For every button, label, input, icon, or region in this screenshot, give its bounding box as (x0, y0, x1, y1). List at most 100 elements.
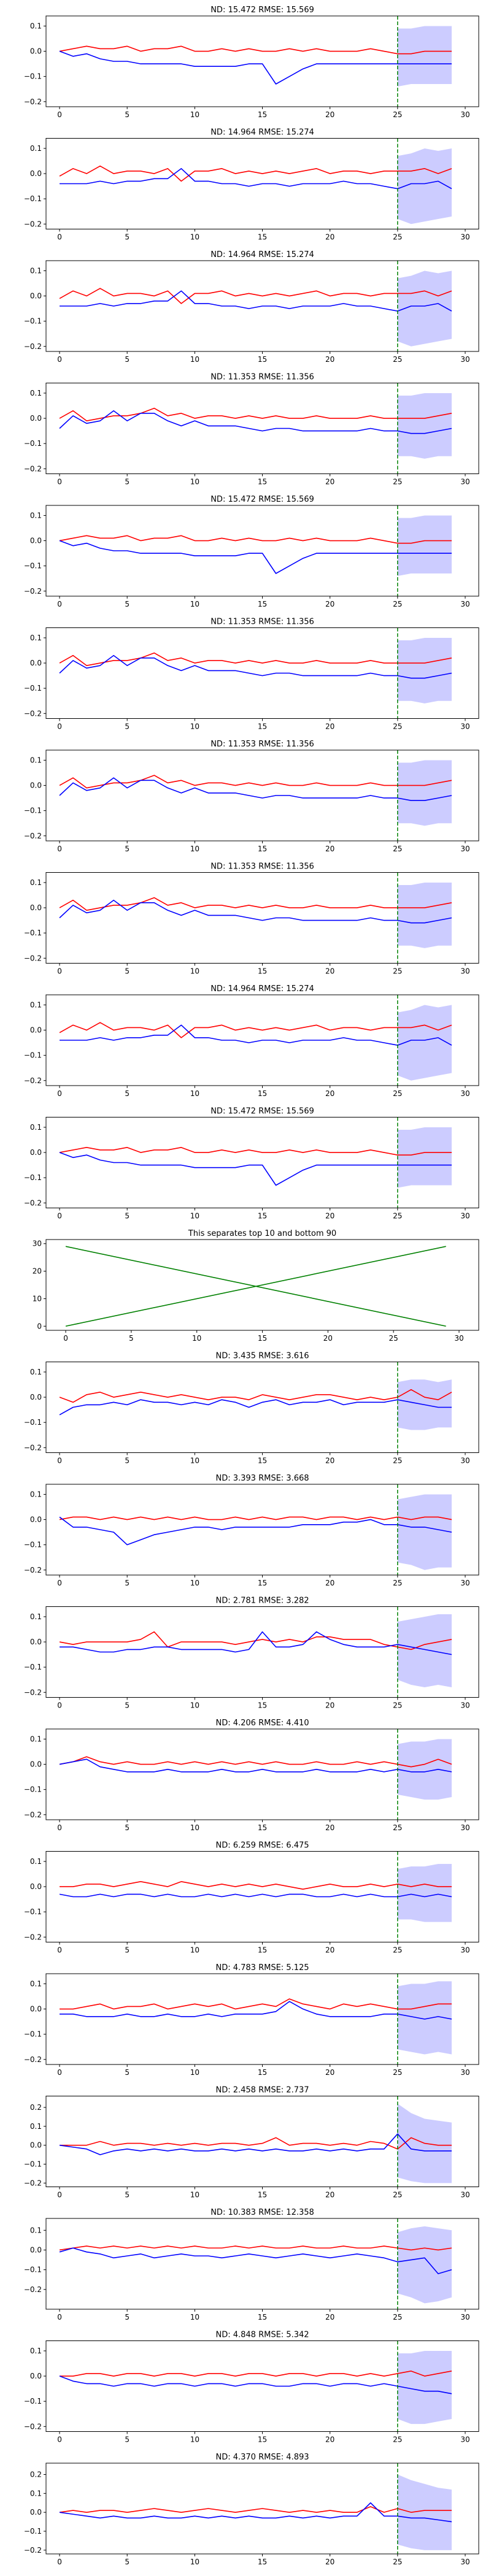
x-tick-label: 5 (125, 355, 130, 364)
x-tick-label: 0 (57, 967, 62, 976)
x-tick-label: 25 (393, 845, 402, 853)
y-tick-label: −0.2 (24, 587, 42, 596)
x-tick-label: 25 (393, 2313, 402, 2321)
y-tick-label: 30 (33, 1240, 42, 1248)
x-tick-label: 25 (393, 967, 402, 976)
y-tick-label: 0.0 (30, 1393, 42, 1401)
series-line-2 (59, 2133, 452, 2155)
y-tick-label: 0.1 (30, 756, 42, 764)
x-tick-label: 10 (190, 845, 199, 853)
x-tick-label: 20 (325, 355, 334, 364)
x-tick-label: 30 (460, 110, 470, 119)
panel-title: This separates top 10 and bottom 90 (188, 1229, 336, 1238)
x-tick-label: 0 (57, 1823, 62, 1832)
series-line-1 (59, 775, 452, 789)
x-tick-label: 30 (460, 2313, 470, 2321)
panel-21: ND: 4.370 RMSE: 4.893 0 5 10 15 20 25 30 −0.2 −0.… (24, 2453, 479, 2566)
uncertainty-band (397, 2226, 452, 2304)
y-tick-label: 0.1 (30, 2489, 42, 2497)
y-tick-label: −0.1 (24, 1663, 42, 1671)
y-tick-label: 0.0 (30, 1760, 42, 1769)
x-tick-label: 0 (57, 1579, 62, 1587)
x-tick-label: 15 (258, 967, 267, 976)
y-tick-label: 0.2 (30, 2471, 42, 2479)
x-tick-label: 5 (125, 1701, 130, 1710)
x-tick-label: 15 (258, 2191, 267, 2199)
x-tick-label: 10 (190, 355, 199, 364)
panel-title: ND: 4.370 RMSE: 4.893 (215, 2453, 309, 2462)
y-tick-label: 0.0 (30, 903, 42, 912)
panel-1: ND: 15.472 RMSE: 15.569 0 5 10 15 20 25 30 −0.2 −… (24, 6, 479, 119)
y-tick-label: 0.0 (30, 2245, 42, 2254)
x-tick-label: 5 (125, 1212, 130, 1221)
x-tick-label: 30 (460, 478, 470, 486)
series-line-1 (59, 897, 452, 911)
series-line-1 (59, 2506, 452, 2513)
y-tick-label: −0.1 (24, 2397, 42, 2405)
x-tick-label: 25 (393, 1089, 402, 1098)
y-tick-label: −0.2 (24, 220, 42, 228)
y-tick-label: −0.2 (24, 1198, 42, 1207)
x-tick-label: 25 (393, 478, 402, 486)
x-tick-label: 25 (393, 600, 402, 608)
x-tick-label: 0 (57, 2068, 62, 2077)
y-tick-label: 0.1 (30, 1857, 42, 1866)
y-tick-label: 0.2 (30, 2103, 42, 2112)
panel-title: ND: 4.206 RMSE: 4.410 (215, 1719, 309, 1728)
y-tick-label: 0.1 (30, 1979, 42, 1988)
x-tick-label: 20 (325, 723, 334, 731)
x-tick-label: 5 (129, 1334, 134, 1343)
uncertainty-band (397, 1127, 452, 1188)
x-tick-label: 5 (125, 967, 130, 976)
y-tick-label: 0.1 (30, 511, 42, 519)
y-tick-label: −0.2 (24, 954, 42, 962)
panel-title: ND: 14.964 RMSE: 15.274 (211, 250, 314, 259)
panel-13: ND: 3.393 RMSE: 3.668 0 5 10 15 20 25 30 −0.2 −0.… (24, 1474, 479, 1587)
y-tick-label: −0.2 (24, 464, 42, 473)
y-tick-label: 0.1 (30, 1123, 42, 1132)
y-tick-label: 0.0 (30, 47, 42, 56)
y-tick-label: 0.0 (30, 1516, 42, 1524)
y-tick-label: −0.1 (24, 807, 42, 815)
x-tick-label: 20 (325, 2436, 334, 2444)
y-tick-label: −0.1 (24, 2527, 42, 2536)
x-tick-label: 0 (57, 1701, 62, 1710)
x-tick-label: 5 (125, 1579, 130, 1587)
x-tick-label: 10 (190, 110, 199, 119)
y-tick-label: −0.2 (24, 2055, 42, 2064)
uncertainty-band (397, 26, 452, 87)
series-line-2 (59, 899, 452, 924)
x-tick-label: 20 (325, 2068, 334, 2077)
y-tick-label: −0.2 (24, 1443, 42, 1452)
series-line-2 (60, 2001, 452, 2020)
y-tick-label: 0.0 (30, 1638, 42, 1646)
panel-10: ND: 15.472 RMSE: 15.569 0 5 10 15 20 25 30 −0.2 −… (24, 1107, 479, 1221)
y-tick-label: −0.1 (24, 1418, 42, 1427)
panel-title: ND: 15.472 RMSE: 15.569 (211, 1107, 314, 1116)
x-tick-label: 15 (258, 355, 267, 364)
panel-14: ND: 2.781 RMSE: 3.282 0 5 10 15 20 25 30 −0.2 −0.… (24, 1597, 479, 1710)
y-tick-label: 0.1 (30, 2347, 42, 2355)
panel-title: ND: 2.781 RMSE: 3.282 (215, 1597, 309, 1606)
y-tick-label: 0.1 (30, 1000, 42, 1009)
x-tick-label: 0 (57, 1946, 62, 1955)
x-tick-label: 10 (192, 1334, 201, 1343)
uncertainty-band (397, 1614, 452, 1688)
panel-16: ND: 6.259 RMSE: 6.475 0 5 10 15 20 25 30 −0.2 −0.… (24, 1841, 479, 1955)
x-tick-label: 20 (325, 967, 334, 976)
series-line-1 (59, 652, 452, 666)
x-tick-label: 20 (325, 2558, 334, 2566)
panel-3: ND: 14.964 RMSE: 15.274 0 5 10 15 20 25 30 −0.2 −… (24, 250, 479, 364)
panel-title: ND: 3.435 RMSE: 3.616 (215, 1352, 309, 1361)
x-tick-label: 10 (190, 2191, 199, 2199)
x-tick-label: 10 (190, 2436, 199, 2444)
y-tick-label: 0.0 (30, 781, 42, 790)
y-tick-label: 0.1 (30, 21, 42, 30)
panel-title: ND: 10.383 RMSE: 12.358 (211, 2208, 314, 2217)
x-tick-label: 0 (57, 1457, 62, 1465)
x-tick-label: 25 (393, 1701, 402, 1710)
series-line-2 (59, 410, 452, 434)
y-tick-label: 0.1 (30, 2122, 42, 2131)
x-tick-label: 20 (325, 233, 334, 242)
panel-title: ND: 15.472 RMSE: 15.569 (211, 495, 314, 504)
